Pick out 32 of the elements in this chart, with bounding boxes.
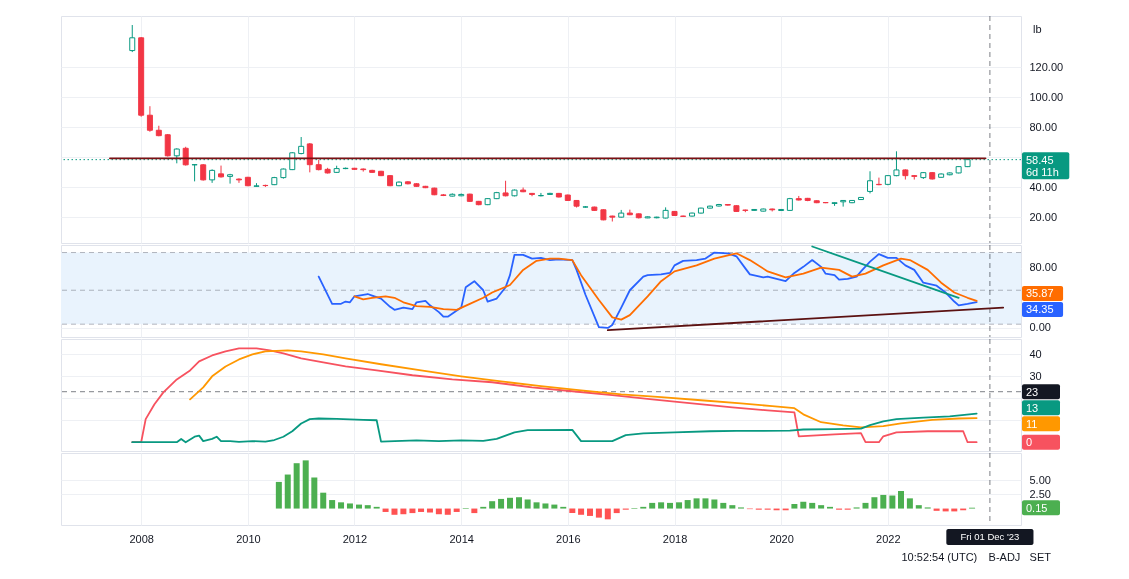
text: 0.15 <box>1026 501 1048 514</box>
y-tick-label: 40 <box>1029 347 1042 360</box>
y-tick-label: 2.50 <box>1029 487 1051 500</box>
text: 11 <box>1026 417 1038 430</box>
text: 0 <box>1026 436 1033 449</box>
text: 13 <box>1026 401 1039 414</box>
x-tick-label: 2012 <box>342 532 368 545</box>
x-tick-label: 2010 <box>236 532 261 545</box>
y-tick-label: 80.00 <box>1029 120 1058 133</box>
y-tick-label: 30 <box>1029 369 1042 382</box>
y-tick-label: 40.00 <box>1029 180 1058 193</box>
x-tick-label: 2022 <box>876 532 901 545</box>
ref-line-label: 58.45 6d 11h <box>1026 153 1059 178</box>
y-tick-label: 120.00 <box>1029 60 1064 73</box>
ref-line-label: 23 <box>1026 385 1039 398</box>
x-tick-label: 2014 <box>449 532 474 545</box>
text: 10:52:54 (UTC) <box>901 551 978 563</box>
y-tick-label: 5.00 <box>1029 473 1051 486</box>
y-tick-label: 100.00 <box>1029 90 1064 103</box>
text: lb <box>1033 23 1042 35</box>
text: 35.87 <box>1026 287 1054 300</box>
y-tick-label: 80.00 <box>1029 261 1058 274</box>
x-tick-label: 2020 <box>769 532 794 545</box>
x-tick-label: 2018 <box>662 532 688 545</box>
y-tick-label: 0.00 <box>1029 321 1051 334</box>
x-tick-label: 2016 <box>556 532 581 545</box>
y-tick-label: 20.00 <box>1029 210 1058 223</box>
text: 34.35 <box>1026 303 1054 316</box>
x-tick-label: 2008 <box>129 532 154 545</box>
text: B-ADJ <box>988 551 1021 563</box>
ref-line-label: Fri 01 Dec '23 <box>960 531 1020 542</box>
text: SET <box>1029 551 1052 563</box>
